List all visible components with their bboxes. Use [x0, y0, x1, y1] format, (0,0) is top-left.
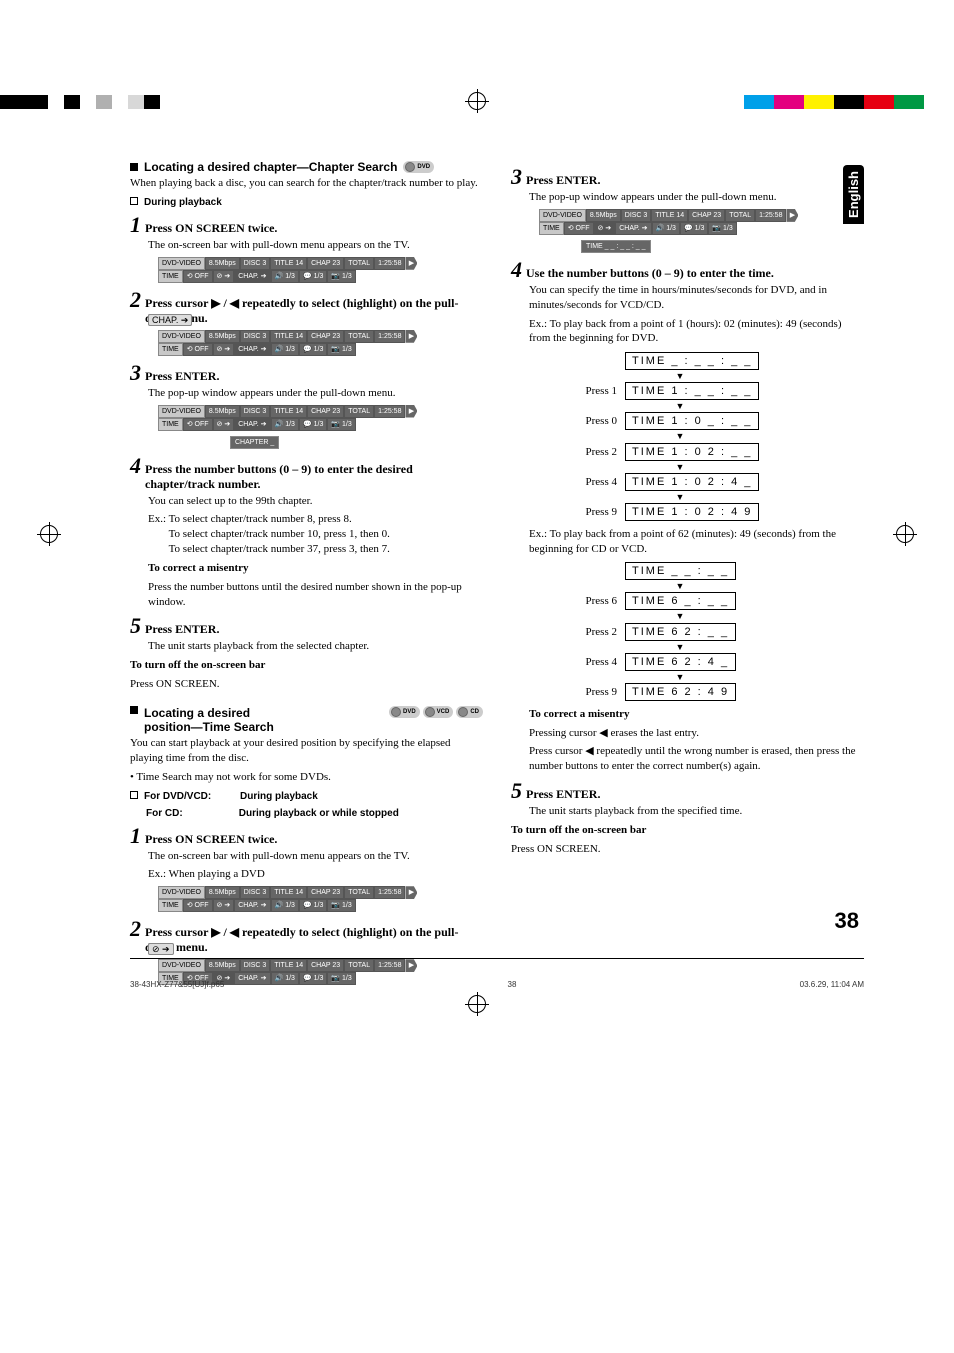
correct-text: Press the number buttons until the desir…	[148, 580, 483, 610]
checkbox-icon	[130, 197, 138, 205]
bottom-rule	[130, 958, 864, 959]
time-popup: TIME _ _ : _ _ : _ _	[581, 240, 651, 253]
r-step-4-sub1: You can specify the time in hours/minute…	[529, 283, 864, 313]
step-3-text: Press ENTER.	[145, 369, 219, 384]
osd-bar-6: DVD-VIDEO8.5MbpsDISC 3TITLE 14CHAP 23TOT…	[539, 209, 864, 235]
r-turnoff-t: Press ON SCREEN.	[511, 842, 864, 857]
step-number: 2	[130, 289, 141, 311]
heading-text: Locating a desired chapter—Chapter Searc…	[144, 160, 397, 174]
footer: 38-43HX-Z77&55[UJ]f.p65 38 03.6.29, 11:0…	[130, 980, 864, 989]
square-bullet-icon	[130, 163, 138, 171]
step-number: 1	[130, 214, 141, 236]
step-5-text: Press ENTER.	[145, 622, 219, 637]
osd-bar-1: DVD-VIDEO8.5MbpsDISC 3TITLE 14CHAP 23TOT…	[158, 257, 483, 283]
t-step-1: Press ON SCREEN twice.	[145, 832, 277, 847]
right-column: 3 Press ENTER. The pop-up window appears…	[511, 160, 864, 989]
heading-text-a: Locating a desired	[144, 706, 250, 720]
r-step-3: Press ENTER.	[526, 173, 600, 188]
bullet-text: • Time Search may not work for some DVDs…	[130, 770, 483, 785]
r-step-3-sub: The pop-up window appears under the pull…	[529, 190, 864, 205]
step-number: 3	[130, 362, 141, 384]
r-step-5-sub: The unit starts playback from the specif…	[529, 804, 864, 819]
step-number: 4	[511, 259, 522, 281]
time-table-cd: TIME _ _ : _ _▼Press 6TIME 6 _ : _ _▼Pre…	[571, 562, 864, 700]
osd-bar-3: DVD-VIDEO8.5MbpsDISC 3TITLE 14CHAP 23TOT…	[158, 405, 483, 431]
footer-center: 38	[508, 980, 517, 989]
step-1-sub: The on-screen bar with pull-down menu ap…	[148, 238, 483, 253]
r-correct-h: To correct a misentry	[529, 707, 864, 722]
r-step-5: Press ENTER.	[526, 787, 600, 802]
step-5-sub: The unit starts playback from the select…	[148, 639, 483, 654]
square-bullet-icon	[130, 706, 138, 714]
t-step-1-ex: Ex.: When playing a DVD	[148, 867, 483, 882]
step-number: 5	[130, 615, 141, 637]
for-cd-row: For CD: During playback or while stopped	[146, 808, 483, 819]
time-table-dvd: TIME _ : _ _ : _ _▼Press 1TIME 1 : _ _ :…	[571, 352, 864, 520]
disc-badge-dvd: DVD	[403, 161, 434, 173]
r-step-4-ex2: Ex.: To play back from a point of 62 (mi…	[529, 527, 864, 557]
step-1-text: Press ON SCREEN twice.	[145, 221, 277, 236]
left-column: Locating a desired chapter—Chapter Searc…	[130, 160, 483, 989]
step-number: 3	[511, 166, 522, 188]
step-4-ex: Ex.: To select chapter/track number 8, p…	[148, 512, 483, 557]
heading-text-b: position—Time Search	[144, 720, 274, 734]
intro-text: When playing back a disc, you can search…	[130, 176, 483, 191]
correct-heading: To correct a misentry	[148, 561, 483, 576]
chapter-popup: CHAPTER _	[230, 436, 279, 449]
turnoff-text: Press ON SCREEN.	[130, 677, 483, 692]
chap-icon: CHAP. ➔	[148, 314, 192, 326]
osd-bar-4: DVD-VIDEO8.5MbpsDISC 3TITLE 14CHAP 23TOT…	[158, 886, 483, 912]
during-playback-label: During playback	[130, 197, 483, 208]
intro2-text: You can start playback at your desired p…	[130, 736, 483, 766]
time-icon: ⊘ ➔	[148, 943, 174, 955]
for-dvd-row: For DVD/VCD: During playback	[130, 791, 483, 802]
step-4-sub: You can select up to the 99th chapter.	[148, 494, 483, 509]
step-4-text: Press the number buttons (0 – 9) to ente…	[145, 462, 483, 492]
step-number: 2	[130, 918, 141, 940]
osd-bar-2: DVD-VIDEO8.5MbpsDISC 3TITLE 14CHAP 23TOT…	[158, 330, 483, 356]
step-number: 5	[511, 780, 522, 802]
t-step-1-sub: The on-screen bar with pull-down menu ap…	[148, 849, 483, 864]
page-number: 38	[835, 908, 859, 934]
checkbox-icon	[130, 791, 138, 799]
disc-badges: DVDVCDCD	[386, 706, 483, 720]
heading-chapter-search: Locating a desired chapter—Chapter Searc…	[130, 160, 483, 174]
step-number: 1	[130, 825, 141, 847]
r-step-4-ex1: Ex.: To play back from a point of 1 (hou…	[529, 317, 864, 347]
footer-right: 03.6.29, 11:04 AM	[800, 980, 864, 989]
r-turnoff-h: To turn off the on-screen bar	[511, 823, 864, 838]
footer-left: 38-43HX-Z77&55[UJ]f.p65	[130, 980, 224, 989]
step-3-sub: The pop-up window appears under the pull…	[148, 386, 483, 401]
r-correct-t2: Press cursor ◀ repeatedly until the wron…	[529, 744, 864, 774]
t-step-2: Press cursor ▶ / ◀ repeatedly to select …	[145, 925, 483, 955]
heading-time-search: Locating a desiredposition—Time Search D…	[130, 706, 483, 734]
step-2-text: Press cursor ▶ / ◀ repeatedly to select …	[145, 296, 483, 326]
turnoff-heading: To turn off the on-screen bar	[130, 658, 483, 673]
r-step-4: Use the number buttons (0 – 9) to enter …	[526, 266, 774, 281]
r-correct-t1: Pressing cursor ◀ erases the last entry.	[529, 726, 864, 741]
step-number: 4	[130, 455, 141, 477]
